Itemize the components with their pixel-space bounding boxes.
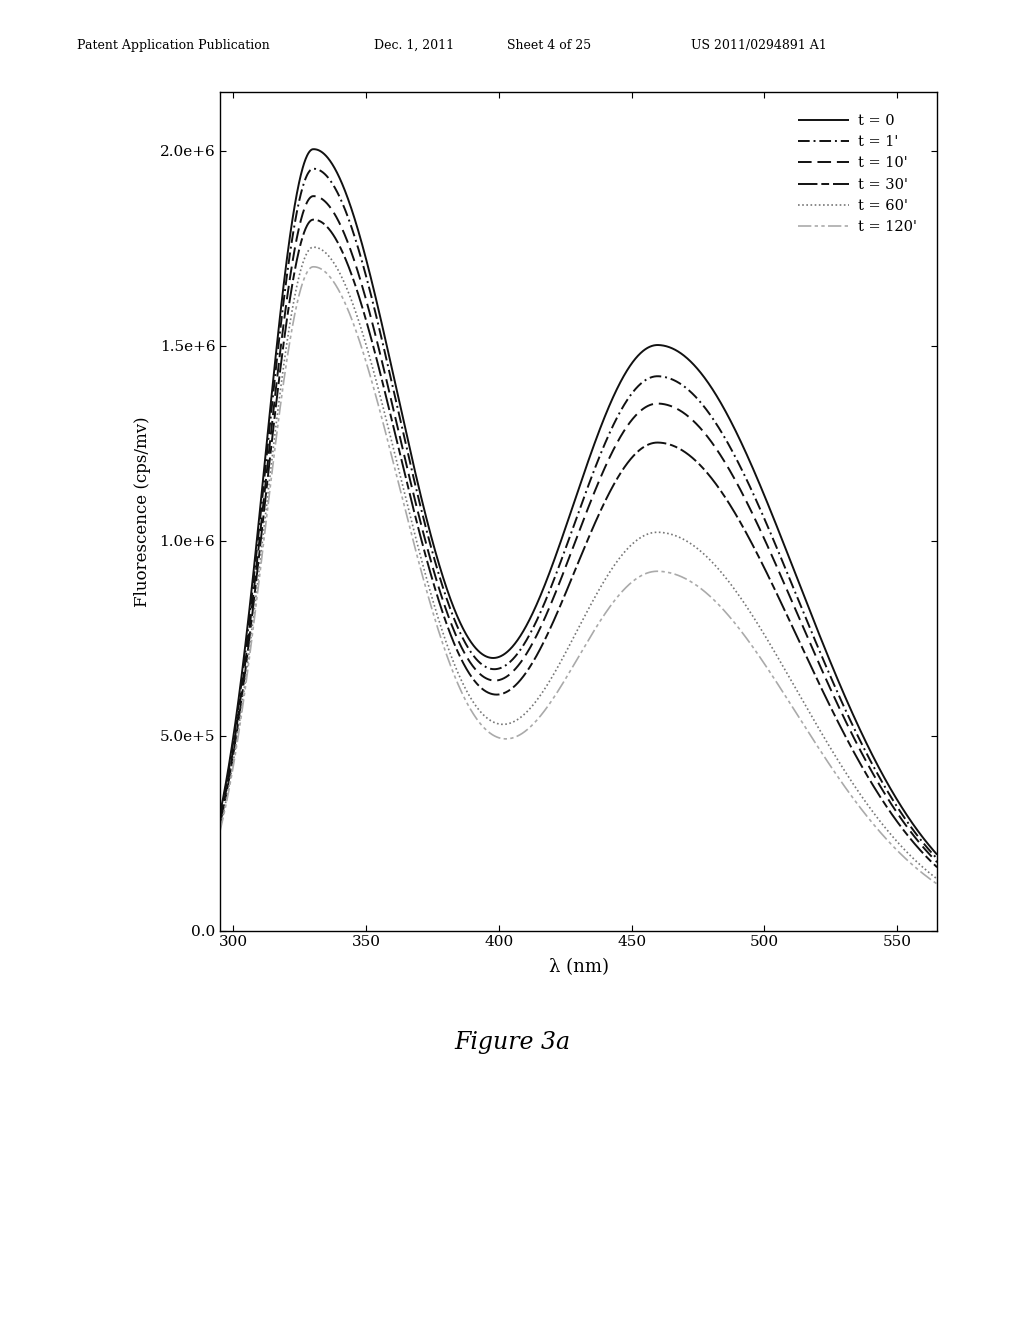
Y-axis label: Fluorescence (cps/mv): Fluorescence (cps/mv) (134, 416, 152, 607)
Legend: t = 0, t = 1', t = 10', t = 30', t = 60', t = 120': t = 0, t = 1', t = 10', t = 30', t = 60'… (792, 108, 923, 240)
Text: Sheet 4 of 25: Sheet 4 of 25 (507, 38, 591, 51)
Text: US 2011/0294891 A1: US 2011/0294891 A1 (691, 38, 827, 51)
Text: Dec. 1, 2011: Dec. 1, 2011 (374, 38, 454, 51)
Text: Patent Application Publication: Patent Application Publication (77, 38, 269, 51)
X-axis label: λ (nm): λ (nm) (549, 958, 608, 975)
Text: Figure 3a: Figure 3a (454, 1031, 570, 1055)
